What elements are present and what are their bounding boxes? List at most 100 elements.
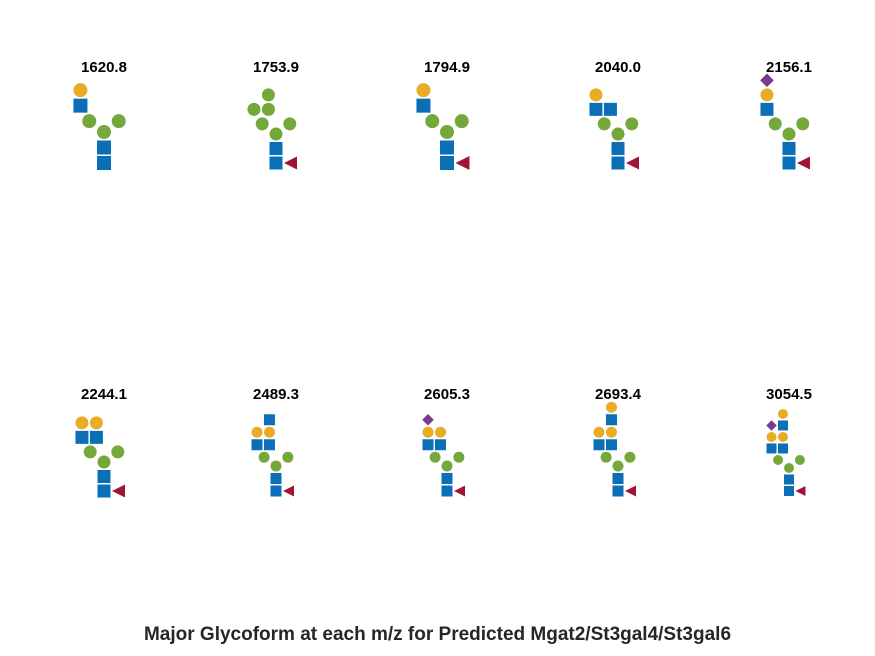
figure-caption: Major Glycoform at each m/z for Predicte…	[143, 624, 732, 645]
glcnac-square-icon	[782, 142, 796, 155]
glycan-structure: 2040.0	[589, 59, 641, 170]
fucose-triangle-icon	[455, 156, 470, 170]
glcnac-square-icon	[89, 430, 103, 444]
glcnac-square-icon	[784, 474, 794, 485]
glcnac-square-icon	[612, 485, 624, 497]
galactose-circle-icon	[766, 431, 777, 442]
mannose-circle-icon	[440, 125, 454, 139]
mz-label: 2244.1	[81, 386, 127, 403]
glcnac-square-icon	[434, 439, 446, 451]
galactose-circle-icon	[73, 83, 88, 98]
galactose-circle-icon	[434, 426, 446, 438]
glcnac-square-icon	[777, 420, 788, 431]
fucose-triangle-icon	[626, 156, 639, 170]
mannose-circle-icon	[261, 102, 275, 116]
galactose-circle-icon	[89, 416, 103, 430]
mannose-circle-icon	[784, 463, 794, 473]
mannose-circle-icon	[782, 127, 796, 141]
glcnac-square-icon	[605, 439, 617, 451]
glycan-structure: 3054.5	[766, 386, 812, 496]
mannose-circle-icon	[625, 117, 639, 131]
glcnac-square-icon	[416, 98, 431, 113]
glycan-structure: 2605.3	[422, 386, 470, 497]
mannose-circle-icon	[261, 88, 275, 102]
mannose-circle-icon	[111, 114, 126, 129]
mannose-circle-icon	[794, 454, 805, 465]
glcnac-square-icon	[263, 414, 275, 426]
fucose-triangle-icon	[625, 485, 636, 497]
mannose-circle-icon	[425, 114, 440, 129]
mz-label: 1620.8	[81, 59, 127, 76]
glcnac-square-icon	[611, 142, 625, 155]
fucose-triangle-icon	[795, 486, 806, 496]
glcnac-square-icon	[760, 102, 774, 116]
mannose-circle-icon	[429, 451, 441, 463]
galactose-circle-icon	[251, 426, 263, 438]
galactose-circle-icon	[416, 83, 431, 98]
galactose-circle-icon	[589, 88, 603, 102]
mz-label: 2156.1	[766, 59, 812, 76]
mannose-circle-icon	[270, 460, 282, 472]
mz-label: 2605.3	[424, 386, 470, 403]
glcnac-square-icon	[777, 443, 788, 454]
galactose-circle-icon	[75, 416, 89, 430]
galactose-circle-icon	[263, 426, 275, 438]
glycan-structure: 1794.9	[416, 59, 470, 170]
fucose-triangle-icon	[112, 484, 125, 498]
glcnac-square-icon	[270, 473, 282, 484]
neuac-diamond-icon	[766, 420, 777, 431]
mannose-circle-icon	[255, 117, 269, 131]
fucose-triangle-icon	[454, 485, 465, 497]
glycan-structure: 2244.1	[75, 386, 127, 498]
glcnac-square-icon	[97, 156, 111, 170]
glycan-structure: 1620.8	[73, 59, 127, 170]
glcnac-square-icon	[603, 102, 617, 116]
mannose-circle-icon	[796, 117, 810, 131]
mannose-circle-icon	[454, 114, 469, 129]
glycan-structure: 2489.3	[251, 386, 299, 497]
glcnac-square-icon	[270, 485, 282, 497]
glycan-structure: 1753.9	[247, 59, 299, 170]
fucose-triangle-icon	[283, 485, 294, 497]
glcnac-square-icon	[97, 484, 111, 498]
mannose-circle-icon	[597, 117, 611, 131]
galactose-circle-icon	[777, 408, 788, 419]
mannose-circle-icon	[97, 125, 111, 139]
glcnac-square-icon	[263, 439, 275, 451]
mannose-circle-icon	[258, 451, 270, 463]
neuac-diamond-icon	[760, 73, 774, 88]
galactose-circle-icon	[593, 426, 605, 438]
glcnac-square-icon	[766, 443, 777, 454]
mannose-circle-icon	[83, 445, 97, 459]
glcnac-square-icon	[589, 102, 603, 116]
mannose-circle-icon	[82, 114, 97, 129]
mz-label: 3054.5	[766, 386, 812, 403]
glycan-structure: 2156.1	[760, 59, 812, 170]
glcnac-square-icon	[75, 430, 89, 444]
glcnac-square-icon	[440, 156, 454, 170]
mz-label: 1794.9	[424, 59, 470, 76]
fucose-triangle-icon	[284, 156, 297, 170]
mannose-circle-icon	[441, 460, 453, 472]
fucose-triangle-icon	[797, 156, 810, 170]
mannose-circle-icon	[282, 451, 294, 463]
glcnac-square-icon	[269, 142, 283, 155]
mannose-circle-icon	[612, 460, 624, 472]
mannose-circle-icon	[247, 102, 261, 116]
mz-label: 2693.4	[595, 386, 642, 403]
mz-label: 2489.3	[253, 386, 299, 403]
galactose-circle-icon	[605, 426, 617, 438]
mannose-circle-icon	[600, 451, 612, 463]
mannose-circle-icon	[97, 455, 111, 469]
glcnac-square-icon	[440, 140, 454, 155]
mannose-circle-icon	[611, 127, 625, 141]
glcnac-square-icon	[612, 473, 624, 484]
mannose-circle-icon	[269, 127, 283, 141]
glcnac-square-icon	[269, 156, 283, 170]
mz-label: 1753.9	[253, 59, 299, 76]
glcnac-square-icon	[251, 439, 263, 451]
glcnac-square-icon	[593, 439, 605, 451]
glcnac-square-icon	[605, 414, 617, 426]
galactose-circle-icon	[605, 401, 617, 413]
